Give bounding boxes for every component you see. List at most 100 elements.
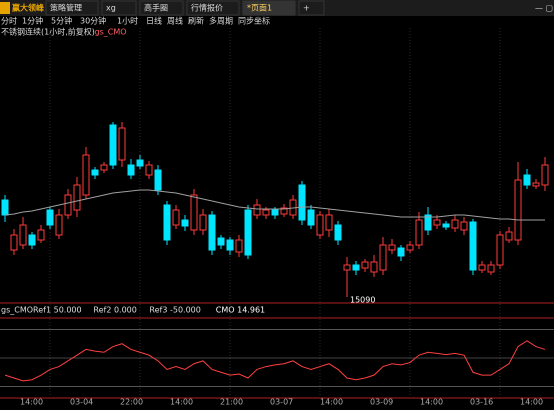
indicator-legend: gs_CMORef1 50.000: [1, 306, 82, 315]
toolbar-button[interactable]: 30分钟: [80, 16, 106, 26]
candle-body: [334, 224, 342, 241]
candle-body: [514, 179, 522, 241]
candle-body: [379, 244, 387, 271]
candle-body: [55, 214, 63, 236]
candle-body: [451, 219, 459, 229]
candle-body: [28, 234, 36, 246]
candle-body: [163, 204, 171, 241]
candle-body: [64, 194, 72, 216]
time-label: 14:00: [20, 398, 43, 407]
toolbar-button[interactable]: 日线: [146, 16, 162, 26]
candle-body: [244, 209, 252, 256]
candle-body: [19, 224, 27, 246]
tab-label[interactable]: 策略管理: [50, 3, 82, 13]
candle-body: [460, 221, 468, 231]
time-label: 03-09: [370, 398, 393, 407]
tab[interactable]: [139, 0, 184, 16]
candle-body: [316, 214, 324, 236]
candle-body: [397, 247, 405, 257]
candle-body: [406, 244, 414, 251]
cmo-line: [4, 340, 546, 382]
tab[interactable]: [101, 0, 137, 16]
candle-body: [469, 221, 477, 271]
time-label: 14:00: [320, 398, 343, 407]
tab-label[interactable]: +: [303, 4, 310, 13]
candle-body: [541, 164, 549, 186]
candle-body: [136, 159, 144, 167]
candle-body: [208, 214, 216, 251]
candle-body: [235, 239, 243, 253]
candle-body: [532, 182, 540, 187]
candle-body: [1, 199, 9, 216]
logo-icon: [0, 2, 10, 14]
candle-body: [217, 237, 225, 246]
time-label: 21:00: [220, 398, 243, 407]
tab-label[interactable]: xg: [106, 4, 116, 13]
toolbar-button[interactable]: 分时: [1, 16, 17, 26]
tab[interactable]: [242, 0, 296, 16]
candle-body: [496, 234, 504, 266]
tab[interactable]: [45, 0, 99, 16]
candle-body: [388, 244, 396, 251]
toolbar-button[interactable]: 周线: [167, 16, 183, 26]
window-controls[interactable]: — ▢: [535, 4, 553, 13]
time-label: 22:00: [120, 398, 143, 407]
indicator-title: ·gs_CMO: [92, 28, 127, 37]
candle-body: [523, 174, 531, 186]
time-label: 03-04: [70, 398, 93, 407]
candle-body: [505, 231, 513, 241]
candle-body: [91, 169, 99, 176]
toolbar-button[interactable]: 刷新: [188, 16, 204, 26]
candle-body: [370, 261, 378, 273]
candle-body: [415, 219, 423, 246]
time-label: 14:00: [420, 398, 443, 407]
candle-body: [46, 209, 54, 226]
candle-body: [226, 239, 234, 251]
low-label: 15090: [350, 296, 375, 305]
time-label: 14:00: [170, 398, 193, 407]
candle-body: [127, 164, 135, 176]
indicator-legend: CMO 14.961: [216, 306, 265, 315]
symbol-title: 不锈钢连续(1小时,前复权): [1, 27, 95, 37]
toolbar-button[interactable]: 5分钟: [51, 16, 72, 26]
candle-body: [298, 184, 306, 221]
candle-body: [442, 223, 450, 228]
candle-body: [478, 264, 486, 271]
toolbar-button[interactable]: 1小时: [117, 16, 138, 26]
candle-body: [118, 127, 126, 161]
candle-body: [343, 264, 351, 271]
tab-label[interactable]: 行情报价: [191, 3, 223, 13]
tab[interactable]: [186, 0, 240, 16]
candle-body: [190, 194, 198, 231]
tab-label[interactable]: 高手圈: [144, 3, 168, 13]
candle-body: [109, 124, 117, 166]
toolbar-button[interactable]: 同步坐标: [238, 16, 270, 26]
candle-body: [352, 264, 360, 271]
moving-average: [4, 189, 545, 221]
tab-label[interactable]: *页面1: [247, 4, 272, 13]
candle-body: [82, 154, 90, 196]
logo: 赢大领峰: [12, 3, 44, 13]
candle-body: [172, 209, 180, 226]
tab[interactable]: [298, 0, 325, 16]
time-label: 03-16: [470, 398, 493, 407]
candle-body: [10, 234, 18, 251]
candle-body: [100, 164, 108, 171]
candle-body: [253, 204, 261, 216]
candle-body: [307, 209, 315, 226]
candle-body: [73, 184, 81, 211]
candle-body: [181, 219, 189, 227]
toolbar-button[interactable]: 多周期: [209, 16, 233, 26]
candle-body: [262, 209, 270, 216]
candle-body: [154, 169, 162, 191]
candle-body: [145, 164, 153, 176]
candle-body: [424, 214, 432, 231]
candle-body: [280, 207, 288, 215]
indicator-legend: Ref2 0.000: [93, 306, 136, 315]
time-label: 14:00: [520, 398, 543, 407]
candle-body: [433, 219, 441, 226]
candle-body: [325, 214, 333, 231]
toolbar-button[interactable]: 1分钟: [22, 16, 43, 26]
